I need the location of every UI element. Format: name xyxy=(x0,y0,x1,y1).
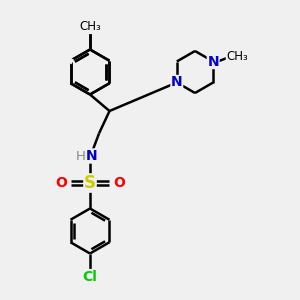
Text: CH₃: CH₃ xyxy=(226,50,248,64)
Text: Cl: Cl xyxy=(82,270,98,283)
Text: H: H xyxy=(76,149,86,163)
Text: N: N xyxy=(171,76,183,89)
Text: N: N xyxy=(207,55,219,68)
Text: O: O xyxy=(55,176,67,190)
Text: CH₃: CH₃ xyxy=(79,20,101,34)
Text: CH₃: CH₃ xyxy=(79,20,101,33)
Text: O: O xyxy=(113,176,125,190)
Text: N: N xyxy=(86,149,97,163)
Text: S: S xyxy=(84,174,96,192)
Text: CH₃: CH₃ xyxy=(40,42,61,55)
